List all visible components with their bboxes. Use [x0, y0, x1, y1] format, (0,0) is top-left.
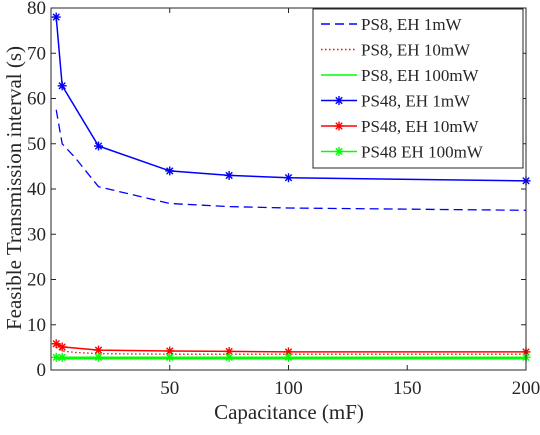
legend-label: PS8, EH 100mW [361, 66, 480, 85]
y-tick-label: 40 [27, 179, 46, 200]
series-line-ps48-eh-10mw [55, 343, 526, 353]
data-point-ps48-eh-10mw [224, 346, 234, 356]
y-tick-label: 10 [27, 315, 46, 336]
legend-label: PS48, EH 10mW [361, 117, 480, 136]
data-point-ps48-eh-100mw [165, 352, 175, 362]
y-tick-label: 50 [27, 134, 46, 155]
data-point-ps48-eh-1mw [94, 141, 103, 151]
y-tick-label: 60 [27, 89, 46, 110]
legend-marker [334, 96, 344, 105]
data-point-ps48-eh-10mw [57, 342, 67, 352]
legend-item-ps8-eh-10mw: PS8, EH 10mW [321, 41, 471, 60]
data-point-ps48-eh-1mw [224, 170, 234, 180]
legend-marker [334, 121, 344, 131]
legend-item-ps48-eh-1mw: PS48, EH 1mW [321, 92, 471, 111]
x-tick-label: 100 [274, 378, 303, 399]
data-point-ps48-eh-1mw [284, 173, 293, 183]
legend-item-ps48-eh-100mw: PS48 EH 100mW [321, 143, 484, 162]
plot-area [51, 12, 531, 362]
data-point-ps48-eh-1mw [57, 81, 67, 91]
series-line-ps8-eh-10mw [55, 346, 526, 355]
data-point-ps48-eh-100mw [284, 352, 293, 362]
legend-item-ps8-eh-1mw: PS8, EH 1mW [321, 15, 463, 34]
y-axis-label: Feasible Transmission interval (s) [2, 46, 26, 330]
series-line-ps8-eh-1mw [55, 109, 527, 211]
y-tick-label: 80 [27, 0, 46, 19]
data-point-ps48-eh-100mw [94, 352, 103, 362]
legend-box [312, 8, 524, 169]
data-point-ps48-eh-100mw [57, 352, 67, 362]
legend-label: PS8, EH 10mW [361, 41, 471, 60]
data-point-ps48-eh-1mw [51, 12, 61, 22]
legend-label: PS48, EH 1mW [361, 92, 471, 111]
legend-label: PS8, EH 1mW [361, 15, 463, 34]
legend-label: PS48 EH 100mW [361, 143, 484, 162]
legend-item-ps48-eh-10mw: PS48, EH 10mW [321, 117, 480, 136]
x-tick-label: 200 [512, 378, 540, 399]
legend: PS8, EH 1mW PS8, EH 10mW PS8, EH 100mW PS48… [312, 8, 524, 169]
y-tick-label: 30 [27, 224, 46, 245]
x-axis-label: Capacitance (mF) [214, 400, 364, 424]
data-point-ps48-eh-1mw [165, 166, 175, 176]
x-tick-label: 150 [393, 378, 422, 399]
y-tick-label: 20 [27, 270, 46, 291]
x-tick-label: 50 [160, 378, 179, 399]
y-tick-label: 70 [27, 43, 46, 64]
axes: 0 10 20 30 40 50 60 70 80 50 100 150 200 [27, 0, 540, 399]
legend-marker [334, 147, 344, 156]
data-point-ps48-eh-100mw [224, 352, 234, 362]
legend-item-ps8-eh-100mw: PS8, EH 100mW [321, 66, 480, 85]
y-tick-label: 0 [37, 360, 47, 381]
